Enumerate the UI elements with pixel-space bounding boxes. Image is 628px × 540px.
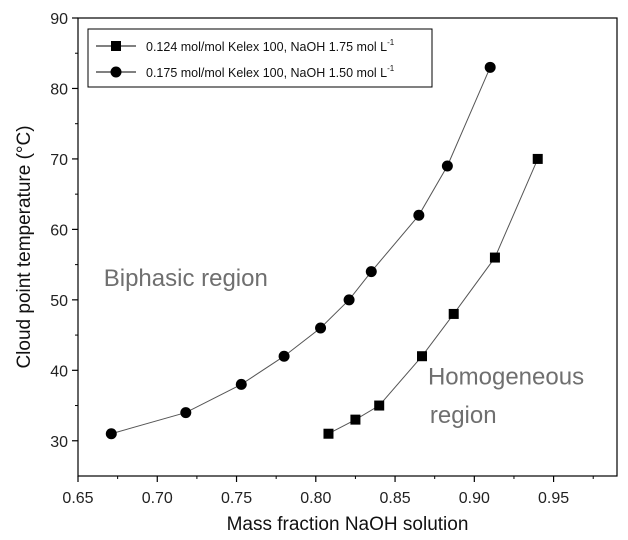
- x-tick-label: 0.95: [538, 490, 569, 507]
- legend: 0.124 mol/mol Kelex 100, NaOH 1.75 mol L…: [87, 28, 433, 88]
- data-point-square: [417, 351, 428, 362]
- data-point-circle: [441, 160, 453, 172]
- legend-label-main: 0.175 mol/mol Kelex 100, NaOH 1.50 mol L: [146, 66, 387, 80]
- data-point-circle: [235, 378, 247, 390]
- data-point-circle: [315, 322, 327, 334]
- data-point-circle: [180, 407, 192, 419]
- data-point-circle: [484, 61, 496, 73]
- data-point-circle: [105, 428, 117, 440]
- x-tick-label: 0.80: [300, 490, 331, 507]
- data-series: [105, 61, 543, 440]
- legend-box: [87, 28, 433, 88]
- data-point-square: [350, 414, 361, 425]
- data-point-circle: [413, 209, 425, 221]
- y-axis-label: Cloud point temperature (°C): [14, 125, 35, 368]
- x-tick-label: 0.90: [459, 490, 490, 507]
- region-annotation: Homogeneous: [428, 363, 584, 390]
- y-tick-label: 30: [50, 434, 68, 451]
- region-annotation: Biphasic region: [104, 265, 268, 292]
- series-line: [111, 67, 491, 435]
- data-point-square: [374, 400, 385, 411]
- legend-label: 0.175 mol/mol Kelex 100, NaOH 1.50 mol L…: [146, 64, 395, 80]
- series-2: [105, 61, 496, 440]
- legend-label-main: 0.124 mol/mol Kelex 100, NaOH 1.75 mol L: [146, 40, 387, 54]
- y-tick-label: 50: [50, 293, 68, 310]
- data-point-square: [489, 252, 500, 263]
- region-annotation: region: [430, 402, 497, 429]
- series-line: [328, 158, 539, 435]
- data-point-circle: [278, 350, 290, 362]
- legend-item-2: 0.175 mol/mol Kelex 100, NaOH 1.50 mol L…: [96, 64, 395, 80]
- data-point-circle: [343, 294, 355, 306]
- data-point-square: [532, 153, 543, 164]
- x-axis-label: Mass fraction NaOH solution: [227, 514, 469, 535]
- data-point-square: [448, 308, 459, 319]
- y-tick-label: 80: [50, 81, 68, 98]
- y-tick-label: 60: [50, 222, 68, 239]
- series-1: [323, 153, 543, 439]
- legend-label: 0.124 mol/mol Kelex 100, NaOH 1.75 mol L…: [146, 38, 395, 54]
- legend-item-1: 0.124 mol/mol Kelex 100, NaOH 1.75 mol L…: [96, 38, 395, 54]
- data-point-square: [323, 428, 334, 439]
- region-annotations: Biphasic region Homogeneous region: [104, 265, 584, 429]
- plot-border: [77, 17, 618, 477]
- data-point-circle: [365, 266, 377, 278]
- x-tick-label: 0.75: [221, 490, 252, 507]
- legend-label-sup: -1: [387, 64, 395, 73]
- y-tick-label: 40: [50, 363, 68, 380]
- legend-square-marker: [111, 41, 121, 51]
- legend-circle-marker: [110, 66, 122, 78]
- y-tick-label: 70: [50, 152, 68, 169]
- legend-label-sup: -1: [387, 38, 395, 47]
- x-tick-label: 0.70: [142, 490, 173, 507]
- axis-ticks: 0.65 0.70 0.75 0.80 0.85 0.90 0.95 30 40 50 60 70 80…: [50, 11, 594, 507]
- x-tick-label: 0.85: [379, 490, 410, 507]
- x-tick-label: 0.65: [62, 490, 93, 507]
- y-tick-label: 90: [50, 11, 68, 28]
- plot-area: [77, 17, 618, 477]
